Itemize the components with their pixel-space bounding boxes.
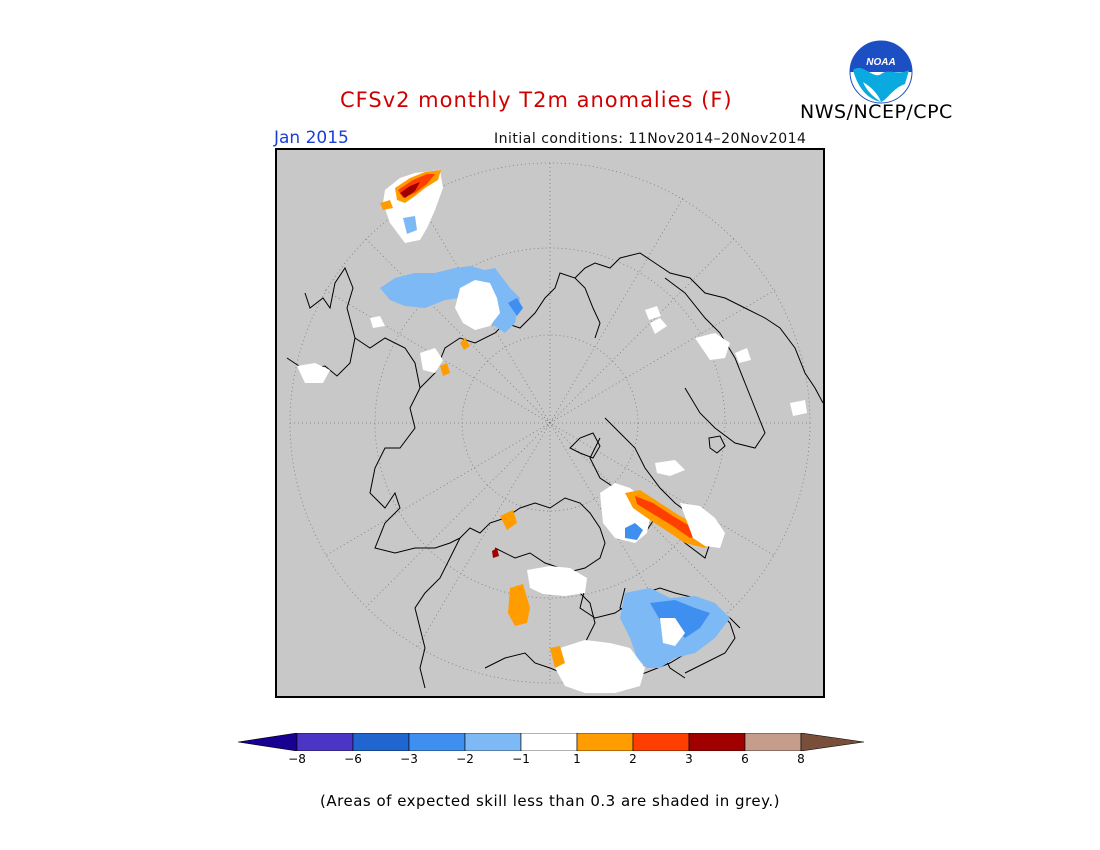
colorbar-cell <box>688 733 746 751</box>
anomaly-baffin-hot <box>635 496 700 538</box>
skill-note: (Areas of expected skill less than 0.3 a… <box>320 792 780 810</box>
anomaly-hudson-white <box>680 503 725 548</box>
anomaly-bering-white <box>660 618 685 646</box>
anomaly-canada-warm <box>500 510 517 530</box>
anomaly-norway-edge <box>380 200 393 210</box>
colorbar-cell <box>296 733 354 751</box>
graticule <box>289 162 811 684</box>
tick-label: 3 <box>685 752 693 766</box>
anomaly-asia-white <box>650 318 667 334</box>
tick-label: 8 <box>797 752 805 766</box>
color-bar <box>238 733 864 751</box>
anomaly-shading <box>297 170 807 693</box>
anomaly-quebec-white <box>655 460 685 476</box>
anomaly-asia-white-2 <box>695 333 730 360</box>
colorbar-cell <box>576 733 634 751</box>
colorbar-cell <box>408 733 466 751</box>
tick-label: −2 <box>456 752 474 766</box>
anomaly-westeurope-white <box>297 363 330 383</box>
colorbar-arrow-low <box>238 733 298 751</box>
initial-conditions: Initial conditions: 11Nov2014–20Nov2014 <box>494 131 807 147</box>
colorbar-cell <box>464 733 522 751</box>
tick-label: −6 <box>344 752 362 766</box>
tick-label: 6 <box>741 752 749 766</box>
anomaly-bering-blue <box>650 600 710 638</box>
anomaly-greenland-blue <box>625 523 643 540</box>
anomaly-asia-white-3 <box>645 306 661 320</box>
coastlines <box>286 252 824 689</box>
anomaly-alaska-warm <box>508 584 530 626</box>
anomaly-russia-warm <box>440 363 450 376</box>
colorbar-cell <box>520 733 578 751</box>
tick-label: 2 <box>629 752 637 766</box>
anomaly-europe-white <box>370 316 385 328</box>
colorbar-cell <box>632 733 690 751</box>
colorbar-arrow-high <box>800 733 864 751</box>
anomaly-russia-white <box>420 348 443 373</box>
anomaly-asia-white-4 <box>735 348 751 363</box>
anomaly-norway-cool <box>403 216 417 234</box>
tick-label: −3 <box>400 752 418 766</box>
anomaly-norway-extreme <box>400 182 420 198</box>
anomaly-canada-white <box>527 566 587 596</box>
svg-text:NOAA: NOAA <box>866 57 895 68</box>
anomaly-alaska-white <box>555 640 645 693</box>
tick-label: 1 <box>573 752 581 766</box>
colorbar-cell <box>744 733 802 751</box>
map-frame <box>275 148 825 698</box>
anomaly-alaska-warm-2 <box>550 646 565 668</box>
agency-label: NWS/NCEP/CPC <box>800 101 953 123</box>
colorbar-cell <box>352 733 410 751</box>
anomaly-canada-hot <box>492 548 499 558</box>
noaa-logo: NOAA <box>849 40 913 104</box>
tick-label: −1 <box>512 752 530 766</box>
anomaly-siberia-blue <box>508 298 523 316</box>
anomaly-asia-white-5 <box>790 400 807 416</box>
anomaly-siberia-white <box>455 280 500 330</box>
map-title: CFSv2 monthly T2m anomalies (F) <box>340 88 733 112</box>
tick-label: −8 <box>288 752 306 766</box>
forecast-month: Jan 2015 <box>274 128 349 148</box>
anomaly-urals-warm <box>460 338 470 350</box>
polar-anomaly-map <box>275 148 825 698</box>
